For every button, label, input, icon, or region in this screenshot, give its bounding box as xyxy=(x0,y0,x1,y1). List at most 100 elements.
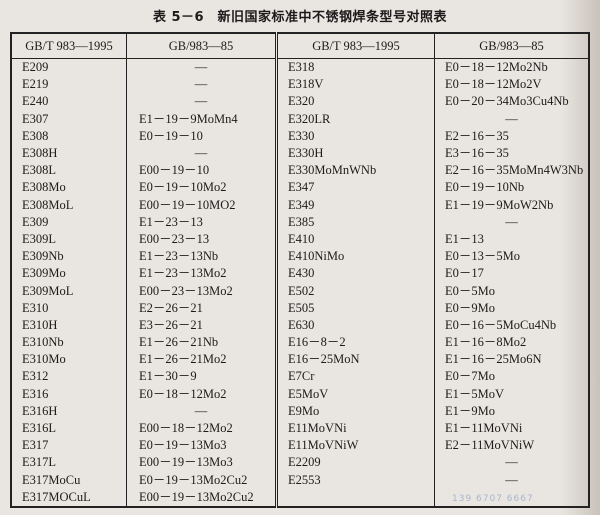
old-model-cell: E1－23－13 xyxy=(126,213,277,231)
new-model-cell: E219 xyxy=(10,76,127,94)
old-model-cell: E00－19－13Mo2Cu2 xyxy=(126,488,277,507)
new-model-cell: E310H xyxy=(10,316,127,334)
old-model-cell: E2－16－35MoMn4W3Nb xyxy=(434,162,590,180)
new-model-cell: E317MOCuL xyxy=(10,488,127,507)
old-model-cell: E0－17 xyxy=(434,265,590,283)
table-row: E312 E1－30－9 E7Cr E0－7Mo xyxy=(10,368,590,386)
table-row: E309L E00－23－13 E410 E1－13 xyxy=(10,230,590,249)
new-model-cell: E308L xyxy=(10,162,127,180)
new-model-cell: E318V xyxy=(275,76,435,94)
new-model-cell: E7Cr xyxy=(275,368,435,386)
old-model-cell: E3－26－21 xyxy=(126,316,277,334)
table-row: E308L E00－19－10 E330MoMnWNb E2－16－35MoMn4W3… xyxy=(10,162,590,180)
header-new-standard-right: GB/T 983—1995 xyxy=(275,32,435,59)
old-model-cell: E0－19－10 xyxy=(126,127,277,145)
old-model-cell: E00－19－10MO2 xyxy=(126,196,277,214)
table-row: E309 E1－23－13 E385— xyxy=(10,213,590,231)
new-model-cell: E309L xyxy=(10,230,127,249)
new-model-cell: E502 xyxy=(275,282,435,300)
table-row: E219— E318V E0－18－12Mo2V xyxy=(10,76,590,94)
new-model-cell: E410NiMo xyxy=(275,248,435,266)
table-row: E310Mo E1－26－21Mo2 E16－25MoN E1－16－25Mo6N xyxy=(10,351,590,369)
new-model-cell: E16－25MoN xyxy=(275,351,435,369)
old-model-cell: E00－19－10 xyxy=(126,162,277,180)
new-model-cell: E309MoL xyxy=(10,282,127,300)
old-model-cell: E1－19－9MoW2Nb xyxy=(434,196,590,214)
table-row: E309Mo E1－23－13Mo2 E430 E0－17 xyxy=(10,265,590,283)
old-model-cell: E2－16－35 xyxy=(434,127,590,145)
table-row: E308MoL E00－19－10MO2 E349 E1－19－9MoW2Nb xyxy=(10,196,590,214)
old-model-cell: E0－19－13Mo2Cu2 xyxy=(126,471,277,489)
new-model-cell: E310 xyxy=(10,299,127,317)
new-model-cell: E320 xyxy=(275,93,435,111)
old-model-cell: E0－19－10Nb xyxy=(434,179,590,197)
new-model-cell: E308H xyxy=(10,144,127,163)
old-model-cell: E0－19－13Mo3 xyxy=(126,437,277,455)
old-model-cell: E1－9Mo xyxy=(434,402,590,420)
new-model-cell: E318 xyxy=(275,58,435,77)
table-row: E307 E1－19－9MoMn4 E320LR — xyxy=(10,110,590,128)
old-model-cell: E1－11MoVNi xyxy=(434,419,590,438)
new-model-cell: E630 xyxy=(275,316,435,334)
old-model-cell: E0－18－12Mo2Nb xyxy=(434,58,590,77)
table-row: E310Nb E1－26－21Nb E16－8－2 E1－16－8Mo2 xyxy=(10,334,590,352)
table-row: E317 E0－19－13Mo3 E11MoVNiW E2－11MoVNiW xyxy=(10,437,590,455)
old-model-cell: E00－23－13 xyxy=(126,230,277,249)
new-model-cell: E308 xyxy=(10,127,127,145)
table-row: E316H — E9Mo E1－9Mo xyxy=(10,402,590,420)
new-model-cell: E320LR xyxy=(275,110,435,128)
new-model-cell: E317MoCu xyxy=(10,471,127,489)
old-model-cell: — xyxy=(126,76,277,94)
new-model-cell: E310Nb xyxy=(10,334,127,352)
old-model-cell: E0－9Mo xyxy=(434,299,590,317)
old-model-cell: E0－16－5MoCu4Nb xyxy=(434,316,590,334)
old-model-cell: E1－16－25Mo6N xyxy=(434,351,590,369)
old-model-cell: E0－18－12Mo2 xyxy=(126,385,277,403)
old-model-cell: E0－5Mo xyxy=(434,282,590,300)
header-old-standard-left: GB/983—85 xyxy=(126,32,277,59)
new-model-cell: E316H xyxy=(10,402,127,420)
table-row: E316 E0－18－12Mo2 E5MoV E1－5MoV xyxy=(10,385,590,403)
table-row: E310H E3－26－21 E630 E0－16－5MoCu4Nb xyxy=(10,316,590,334)
watermark: 139 6707 6667 xyxy=(452,494,534,504)
table-row: E309Nb E1－23－13Nb E410NiMo E0－13－5Mo xyxy=(10,248,590,266)
new-model-cell: E312 xyxy=(10,368,127,386)
new-model-cell: E349 xyxy=(275,196,435,214)
new-model-cell: E385 xyxy=(275,213,435,231)
new-model-cell: E2553 xyxy=(275,471,435,489)
new-model-cell: E16－8－2 xyxy=(275,334,435,352)
new-model-cell xyxy=(275,488,435,507)
new-model-cell: E347 xyxy=(275,179,435,197)
old-model-cell: E1－30－9 xyxy=(126,368,277,386)
new-model-cell: E308Mo xyxy=(10,179,127,197)
old-model-cell: E1－23－13Mo2 xyxy=(126,265,277,283)
old-model-cell: — xyxy=(126,58,277,77)
new-model-cell: E330 xyxy=(275,127,435,145)
table-row: E309MoL E00－23－13Mo2 E502 E0－5Mo xyxy=(10,282,590,300)
table-row: E308 E0－19－10 E330 E2－16－35 xyxy=(10,127,590,145)
table-row: E240— E320 E0－20－34Mo3Cu4Nb xyxy=(10,93,590,111)
header-old-standard-right: GB/983—85 xyxy=(434,32,590,59)
old-model-cell: — xyxy=(434,454,590,472)
old-model-cell: E2－11MoVNiW xyxy=(434,437,590,455)
old-model-cell: — xyxy=(434,110,590,128)
table-row: E317MoCu E0－19－13Mo2Cu2 E2553— xyxy=(10,471,590,489)
new-model-cell: E11MoVNiW xyxy=(275,437,435,455)
new-model-cell: E430 xyxy=(275,265,435,283)
new-model-cell: E505 xyxy=(275,299,435,317)
new-model-cell: E316L xyxy=(10,419,127,438)
new-model-cell: E410 xyxy=(275,230,435,249)
table-row: E310 E2－26－21 E505 E0－9Mo xyxy=(10,299,590,317)
old-model-cell: E0－20－34Mo3Cu4Nb xyxy=(434,93,590,111)
table-caption: 表 5－6 新旧国家标准中不锈钢焊条型号对照表 xyxy=(152,10,448,25)
old-model-cell: E00－18－12Mo2 xyxy=(126,419,277,438)
new-model-cell: E209 xyxy=(10,58,127,77)
old-model-cell: — xyxy=(434,471,590,489)
new-model-cell: E309 xyxy=(10,213,127,231)
old-model-cell: E1－26－21Nb xyxy=(126,334,277,352)
old-model-cell: — xyxy=(126,144,277,163)
old-model-cell: — xyxy=(434,213,590,231)
old-model-cell: — xyxy=(126,93,277,111)
table-row: E316L E00－18－12Mo2 E11MoVNi E1－11MoVNi xyxy=(10,419,590,438)
header-row: GB/T 983—1995 GB/983—85 GB/T 983—1995 GB… xyxy=(10,32,590,59)
